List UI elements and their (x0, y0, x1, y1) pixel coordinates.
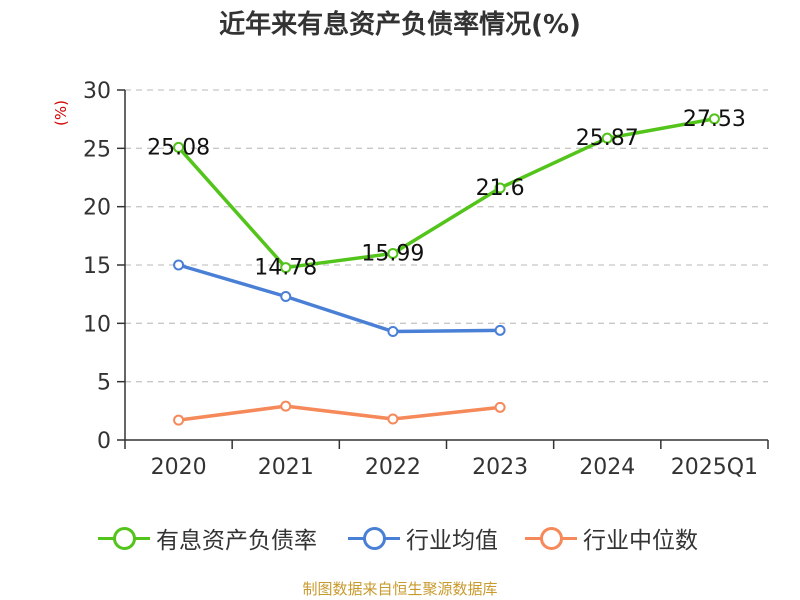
chart-title: 近年来有息资产负债率情况(%) (219, 10, 581, 40)
y-tick-label: 10 (83, 312, 111, 337)
data-point (387, 326, 399, 337)
legend-label: 有息资产负债率 (156, 528, 317, 554)
data-point (387, 413, 399, 425)
y-tick-label: 20 (83, 196, 111, 221)
y-tick-label: 30 (83, 79, 111, 104)
data-label: 25.87 (576, 126, 639, 151)
y-tick-label: 25 (83, 137, 111, 162)
x-tick-label: 2025Q1 (671, 455, 758, 480)
series-line-2 (178, 404, 501, 422)
data-label: 21.6 (476, 176, 525, 201)
y-tick-label: 5 (97, 371, 111, 396)
x-tick-label: 2021 (258, 455, 314, 480)
legend-label: 行业中位数 (583, 528, 698, 554)
series-line-0 (177, 117, 715, 270)
legend-marker-icon (98, 526, 150, 550)
data-label: 27.53 (683, 107, 746, 132)
x-tick-label: 2023 (472, 455, 528, 480)
data-point (280, 291, 292, 302)
legend-item-series-1[interactable]: 行业均值 (348, 520, 498, 556)
source-note: 制图数据来自恒生聚源数据库 (302, 580, 498, 598)
data-point (601, 132, 613, 144)
legend-item-series-0[interactable]: 有息资产负债率 (98, 520, 317, 556)
x-tick-label: 2020 (151, 455, 207, 480)
data-point (708, 113, 720, 125)
data-point (494, 324, 506, 336)
data-label: 25.08 (147, 135, 210, 160)
y-tick-label: 0 (97, 429, 111, 454)
data-point (280, 262, 292, 274)
data-label: 15.99 (361, 241, 424, 266)
legend-marker-icon (348, 526, 400, 550)
x-tick-label: 2024 (579, 455, 635, 480)
data-point (387, 247, 399, 259)
legend-item-series-2[interactable]: 行业中位数 (525, 520, 698, 556)
data-point (280, 400, 292, 412)
data-point (173, 259, 185, 271)
legend-marker-icon (525, 526, 577, 550)
data-point (494, 401, 506, 413)
data-point (173, 141, 185, 153)
y-tick-label: 15 (83, 254, 111, 279)
series-line-1 (178, 263, 501, 334)
x-tick-label: 2022 (365, 455, 421, 480)
data-label: 14.78 (254, 256, 317, 281)
data-point (494, 182, 506, 194)
data-point (173, 414, 185, 426)
legend-label: 行业均值 (406, 528, 498, 554)
legend: 有息资产负债率 行业均值 行业中位数 (0, 520, 800, 556)
